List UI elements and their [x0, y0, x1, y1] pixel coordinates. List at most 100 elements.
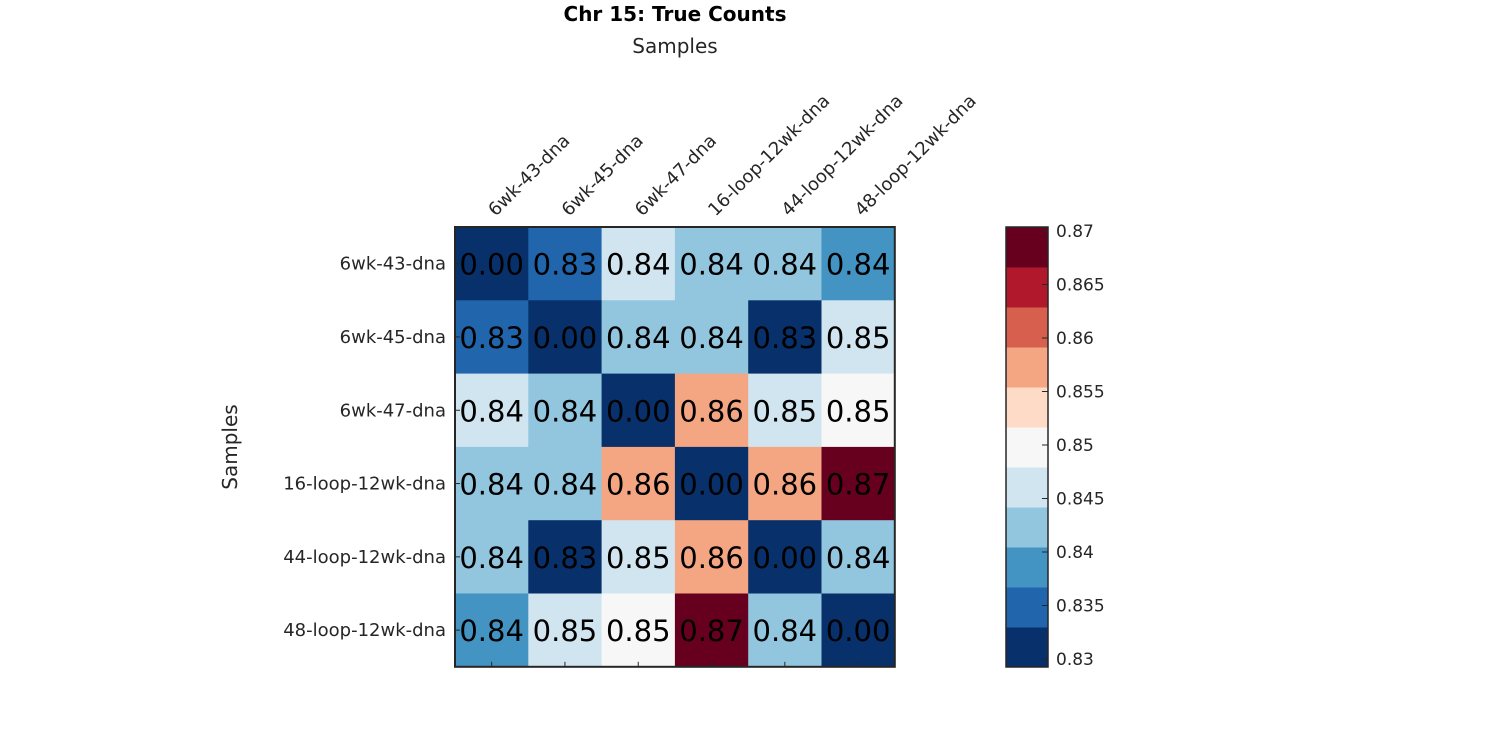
cell-value-label: 0.84 — [459, 614, 524, 648]
cell-value-label: 0.84 — [459, 394, 524, 428]
colorbar-segment — [1006, 507, 1048, 548]
cell-value-label: 0.00 — [606, 394, 671, 428]
cell-value-label: 0.00 — [533, 321, 598, 355]
heatmap-cell — [528, 373, 603, 448]
cell-value-label: 0.83 — [459, 321, 524, 355]
heatmap-cell — [821, 300, 896, 375]
cell-value-label: 0.86 — [753, 468, 818, 502]
y-tick-label: 48-loop-12wk-dna — [283, 620, 446, 641]
colorbar-segment — [1006, 347, 1048, 388]
heatmap-cell — [674, 227, 749, 301]
cell-value-label: 0.87 — [679, 614, 744, 648]
colorbar-tick-label: 0.87 — [1056, 222, 1094, 242]
cell-value-label: 0.86 — [679, 541, 744, 575]
heatmap-cell — [748, 520, 822, 594]
heatmap-cell — [674, 593, 749, 668]
x-tick-label: 44-loop-12wk-dna — [778, 91, 908, 221]
chart-title: Chr 15: True Counts — [564, 2, 787, 26]
heatmap-cell — [601, 520, 676, 594]
heatmap-cell — [601, 373, 676, 448]
heatmap-cell — [455, 446, 529, 521]
colorbar-segment — [1006, 267, 1048, 308]
cell-value-label: 0.84 — [606, 321, 671, 355]
cell-value-label: 0.84 — [679, 248, 744, 282]
y-axis-label: Samples — [218, 404, 242, 489]
heatmap-cell — [601, 593, 676, 668]
cell-value-label: 0.83 — [533, 541, 598, 575]
colorbar-segment — [1006, 547, 1048, 588]
heatmap-cell — [674, 520, 749, 594]
y-tick-label: 16-loop-12wk-dna — [283, 474, 446, 495]
heatmap-cell — [455, 227, 529, 301]
heatmap-cell — [455, 593, 529, 668]
cell-value-label: 0.84 — [459, 468, 524, 502]
cell-value-label: 0.83 — [533, 248, 598, 282]
colorbar-tick-label: 0.855 — [1056, 383, 1105, 403]
colorbar-tick-label: 0.845 — [1056, 490, 1105, 510]
heatmap-cell — [528, 300, 603, 375]
cell-value-label: 0.86 — [679, 394, 744, 428]
heatmap-cell — [528, 520, 603, 594]
heatmap-cell — [601, 300, 676, 375]
cell-value-label: 0.84 — [753, 614, 818, 648]
cell-value-label: 0.86 — [606, 468, 671, 502]
heatmap-cell — [528, 227, 603, 301]
x-tick-label: 16-loop-12wk-dna — [704, 91, 834, 221]
cell-value-label: 0.84 — [533, 468, 598, 502]
colorbar-tick-label: 0.865 — [1056, 276, 1105, 296]
colorbar-tick-label: 0.83 — [1056, 650, 1094, 670]
heatmap-cell — [528, 446, 603, 521]
heatmap-cell — [674, 300, 749, 375]
heatmap-cell — [674, 373, 749, 448]
heatmap-cell — [748, 300, 822, 375]
colorbar-tick-label: 0.86 — [1056, 329, 1094, 349]
colorbar-segment — [1006, 227, 1048, 268]
cell-value-label: 0.85 — [826, 394, 891, 428]
y-tick-label: 6wk-43-dna — [340, 254, 446, 275]
heatmap-cell — [821, 373, 896, 448]
cell-value-label: 0.85 — [606, 614, 671, 648]
heatmap-cell — [455, 373, 529, 448]
cell-value-label: 0.83 — [753, 321, 818, 355]
y-tick-label: 6wk-45-dna — [340, 327, 446, 348]
heatmap-cell — [748, 373, 822, 448]
heatmap-cell — [528, 593, 603, 668]
cell-value-label: 0.85 — [533, 614, 598, 648]
x-tick-label: 48-loop-12wk-dna — [851, 91, 981, 221]
colorbar-frame — [1005, 226, 1049, 668]
cell-value-label: 0.00 — [753, 541, 818, 575]
heatmap-cell — [821, 446, 896, 521]
cell-value-label: 0.85 — [606, 541, 671, 575]
heatmap-cell — [748, 593, 822, 668]
colorbar-tick-label: 0.84 — [1056, 543, 1094, 563]
plot-frame — [454, 226, 896, 668]
cell-value-label: 0.84 — [459, 541, 524, 575]
heatmap-cell — [455, 520, 529, 594]
colorbar-tick-label: 0.835 — [1056, 597, 1105, 617]
y-tick-label: 6wk-47-dna — [340, 400, 446, 421]
colorbar-segment — [1006, 467, 1048, 508]
cell-value-label: 0.00 — [679, 468, 744, 502]
cell-value-label: 0.84 — [606, 248, 671, 282]
cell-value-label: 0.00 — [459, 248, 524, 282]
cell-value-label: 0.84 — [753, 248, 818, 282]
y-tick-label: 44-loop-12wk-dna — [283, 547, 446, 568]
cell-value-label: 0.84 — [826, 541, 891, 575]
heatmap-cell — [821, 520, 896, 594]
heatmap-cell — [821, 227, 896, 301]
x-axis-label: Samples — [632, 34, 717, 58]
cell-value-label: 0.85 — [753, 394, 818, 428]
heatmap-cell — [601, 227, 676, 301]
cell-value-label: 0.85 — [826, 321, 891, 355]
colorbar-segment — [1006, 387, 1048, 428]
colorbar-segment — [1006, 427, 1048, 468]
cell-value-label: 0.00 — [826, 614, 891, 648]
colorbar-segment — [1006, 627, 1048, 668]
heatmap-cell — [748, 227, 822, 301]
colorbar-segment — [1006, 587, 1048, 628]
cell-value-label: 0.84 — [679, 321, 744, 355]
heatmap-cell — [455, 300, 529, 375]
cell-value-label: 0.87 — [826, 468, 891, 502]
